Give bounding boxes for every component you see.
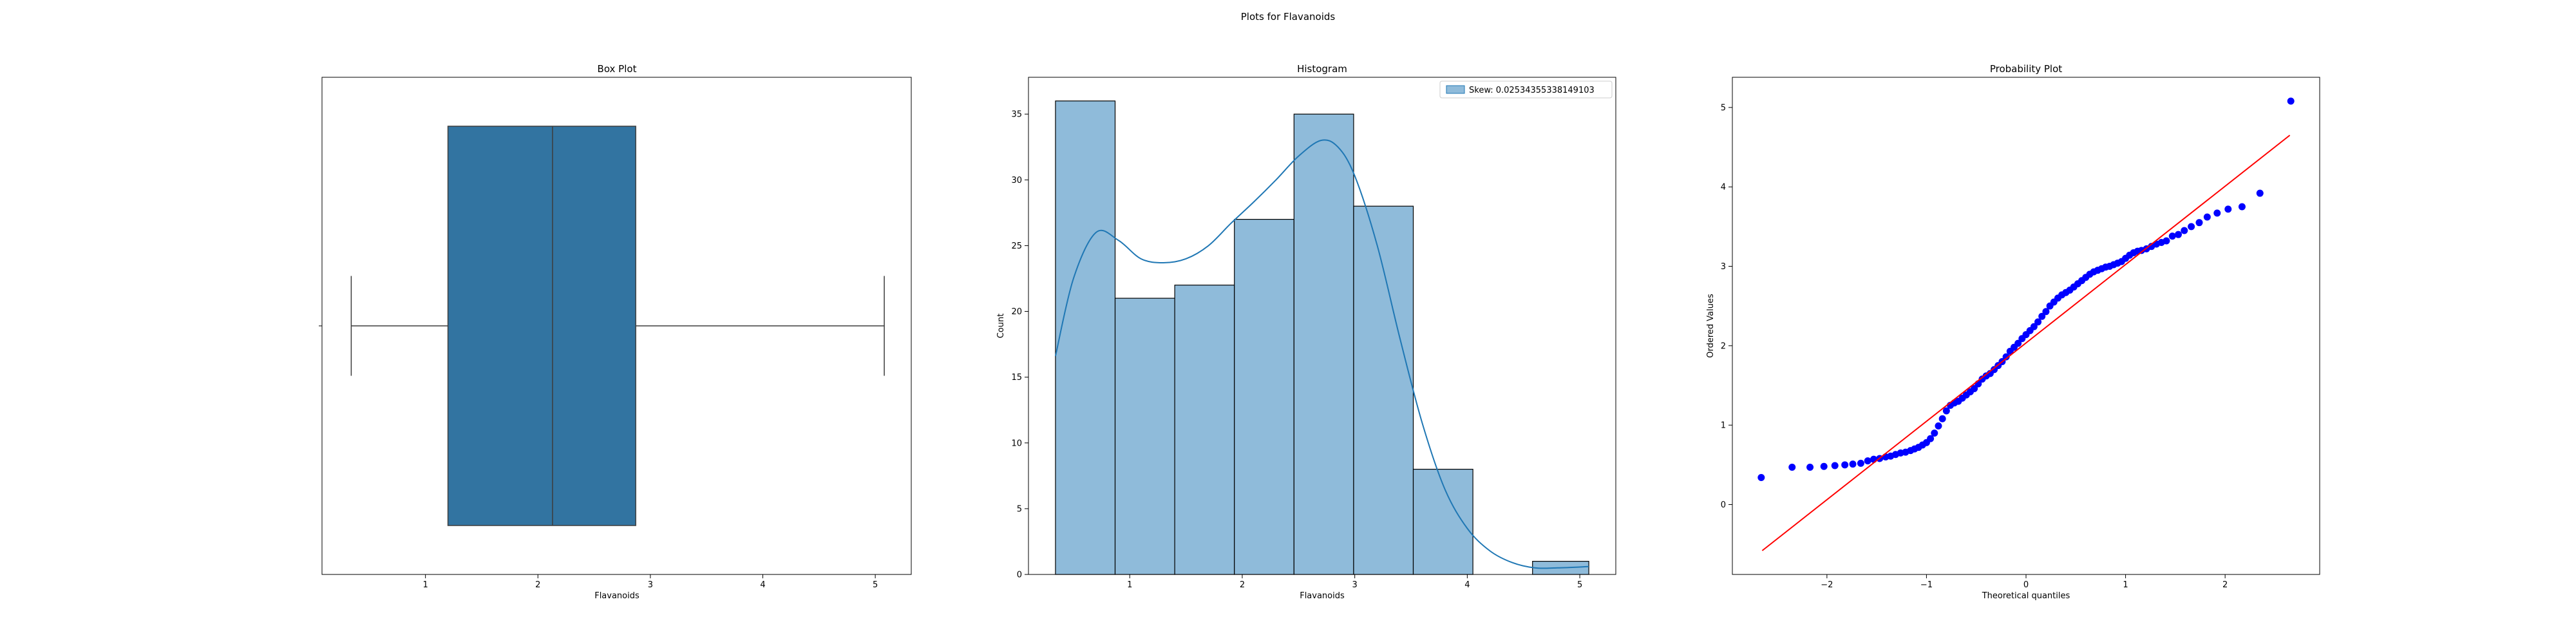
probability-plot-frame [1732,77,2320,575]
probability-point [2034,318,2042,326]
histogram-ylabel: Count [996,314,1006,339]
probability-point [1820,462,1828,470]
histogram-bar [1114,298,1175,575]
box-plot-xtick-label: 1 [423,580,428,590]
probability-point [2002,353,2010,361]
probability-plot-ytick-label: 1 [1721,421,1726,431]
probability-point [2181,227,2188,234]
probability-point [2175,231,2183,238]
box-plot-marks [350,126,885,526]
probability-point [1857,459,1864,467]
probability-point [2195,219,2203,227]
probability-plot-xtick-label: 2 [2222,580,2228,590]
histogram-frame [1028,77,1616,575]
probability-point [1942,407,1950,415]
probability-plot-xtick-label: −2 [1821,580,1833,590]
probability-point [2030,323,2038,330]
probability-point [2014,339,2022,347]
histogram-ytick-label: 35 [1011,110,1022,120]
histogram-bar [1293,113,1354,575]
probability-plot-xtick-label: 1 [2123,580,2128,590]
probability-point [2224,205,2232,213]
legend-box [1439,80,1613,99]
probability-plot-ylabel: Ordered Values [1706,294,1716,358]
histogram-axes: 1 2 3 4 5 0 5 10 15 20 25 30 35 [1011,110,1582,590]
histogram-xlabel: Flavanoids [1300,591,1345,601]
histogram-ytick-label: 20 [1011,307,1022,317]
probability-fit-line [1761,135,2291,551]
box-plot-panel: Box Plot Flavanoids 1 2 3 4 5 [319,63,912,601]
histogram-xtick-label: 2 [1240,580,1245,590]
histogram-ytick-label: 0 [1017,571,1022,580]
probability-point [1849,460,1857,468]
histogram-xtick-label: 1 [1127,580,1132,590]
probability-point [2168,232,2176,240]
box-plot-x-axis: 1 2 3 4 5 [319,325,878,590]
probability-plot-marks [1757,97,2295,551]
box-iqr [447,126,636,526]
probability-point [1870,455,1877,463]
probability-plot-ytick-label: 3 [1721,262,1726,272]
probability-point [1927,435,1935,442]
histogram-ytick-label: 15 [1011,373,1022,383]
probability-point [2203,213,2211,221]
box-plot-xtick-label: 2 [535,580,540,590]
histogram-bar [1234,218,1294,575]
probability-point [1788,464,1796,471]
box-plot-xlabel: Flavanoids [594,591,639,601]
histogram-xtick-label: 5 [1577,580,1582,590]
histogram-bar [1055,100,1116,575]
legend-swatch [1446,85,1465,94]
box-plot-xtick-label: 4 [760,580,765,590]
probability-plot-ytick-label: 0 [1721,500,1726,510]
probability-point [1806,464,1814,471]
box-plot-frame [321,77,912,575]
probability-plot-panel: Probability Plot Theoretical quantiles O… [1706,63,2320,601]
box-plot-xtick-label: 3 [648,580,653,590]
histogram-ytick-label: 30 [1011,176,1022,185]
probability-plot-ytick-label: 4 [1721,183,1726,193]
probability-point [2238,203,2246,211]
box-plot-xtick-label: 5 [873,580,878,590]
probability-point [1841,461,1849,469]
probability-point [2213,209,2221,217]
probability-point [1938,415,1946,422]
probability-plot-xlabel: Theoretical quantiles [1982,591,2070,601]
probability-plot-ytick-label: 5 [1721,103,1726,113]
probability-point [1831,462,1839,469]
probability-plot-axes: −2 −1 0 1 2 0 1 2 3 4 5 [1721,103,2228,590]
probability-point [1935,422,1942,430]
histogram-ytick-label: 10 [1011,439,1022,448]
figure-title: Plots for Flavanoids [1241,11,1336,23]
histogram-kde-line [1054,139,1589,569]
histogram-ytick-label: 25 [1011,242,1022,251]
probability-point [1971,384,1978,392]
histogram-bar [1353,205,1414,575]
probability-point [1931,429,1938,437]
histogram-panel: Histogram Flavanoids Count 1 2 3 4 5 0 5 10 15 20… [996,63,1616,601]
histogram-bar [1174,285,1235,575]
probability-plot-ytick-label: 2 [1721,341,1726,351]
probability-plot-xtick-label: −1 [1920,580,1933,590]
probability-point [2256,189,2264,197]
probability-point [2163,237,2170,245]
histogram-marks [1054,100,1589,575]
histogram-legend: Skew: 0.02534355338149103 [1439,80,1613,99]
histogram-xtick-label: 3 [1352,580,1358,590]
legend-label: Skew: 0.02534355338149103 [1469,86,1595,95]
histogram-ytick-label: 5 [1017,504,1022,514]
probability-plot-xtick-label: 0 [2023,580,2029,590]
probability-point [2038,312,2046,320]
histogram-xtick-label: 4 [1464,580,1470,590]
probability-point [1757,474,1765,482]
probability-point [2042,308,2050,316]
probability-point [2188,223,2195,231]
box-plot-title: Box Plot [598,63,637,75]
probability-point [1864,457,1871,465]
probability-point [2287,97,2295,105]
probability-plot-title: Probability Plot [1990,63,2062,75]
histogram-title: Histogram [1297,63,1347,75]
